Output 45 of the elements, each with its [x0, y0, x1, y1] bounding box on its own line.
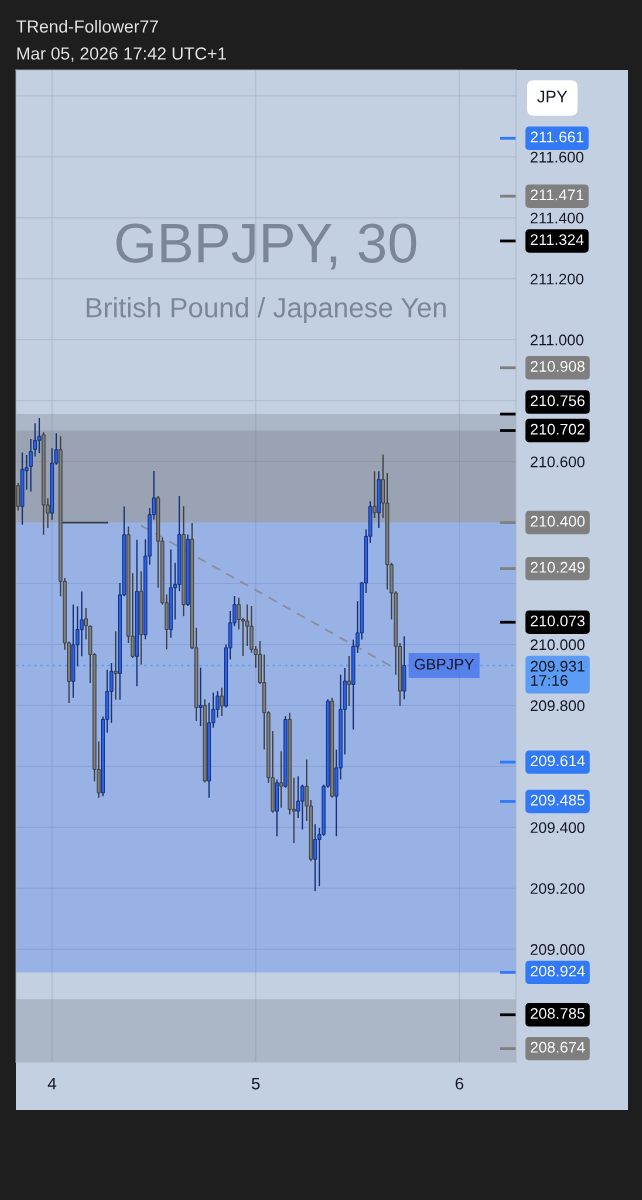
ref-line-label: 209.485 [530, 794, 585, 806]
ref-line-label: 209.614 [530, 755, 585, 767]
y-tick-label: 211.400 [530, 212, 584, 224]
candlestick [16, 482, 21, 512]
y-tick-label: 209.200 [530, 883, 585, 894]
text: British Pound / Japanese Yen [86, 297, 446, 324]
x-tick-label: 4 [47, 1077, 57, 1090]
ref-line-label: 210.702 [530, 423, 585, 435]
y-tick-label: 211.200 [530, 273, 584, 285]
y-tick-label: 209.800 [530, 700, 585, 712]
series-label: GBPJPY [414, 658, 474, 670]
ref-line-label: 210.073 [530, 615, 585, 627]
ref-line-label: 211.324 [530, 234, 584, 246]
x-tick-label: 6 [455, 1077, 464, 1090]
text: TRend-Follower77 [16, 19, 158, 33]
y-tick-label: 210.600 [530, 456, 585, 468]
candlestick [279, 750, 284, 809]
y-tick-label: 211.600 [530, 151, 584, 163]
text: GBPJPY, 30 [116, 223, 417, 270]
ref-line-label: 209.931 17:16 [530, 660, 585, 686]
ref-line-label: 210.908 [530, 361, 585, 372]
ref-line-label: 211.471 [530, 189, 584, 201]
x-tick-label: 5 [251, 1077, 260, 1090]
candlestick [313, 823, 318, 892]
candlestick [347, 655, 352, 707]
candlestick [37, 417, 42, 454]
ref-line-label: 208.785 [530, 1008, 585, 1019]
candlestick [198, 666, 203, 727]
candlestick [113, 630, 118, 701]
candlestick [219, 687, 224, 717]
candlestick [372, 470, 377, 519]
y-tick-label: 211.000 [530, 334, 584, 346]
candlestick [296, 775, 301, 819]
candlestick [79, 590, 84, 658]
y-tick-label: 209.400 [530, 822, 585, 834]
y-tick-label: 210.000 [530, 639, 585, 651]
ref-line-label: 210.756 [530, 395, 585, 407]
ref-line-label: 208.674 [530, 1041, 585, 1053]
y-axis-title: JPY [537, 90, 568, 103]
ref-line-label: 208.924 [530, 965, 585, 977]
ref-line-label: 210.400 [530, 515, 585, 527]
ref-line-label: 211.661 [530, 131, 584, 143]
text: Mar 05, 2026 17:42 UTC+1 [17, 47, 227, 62]
y-tick-label: 209.000 [530, 944, 585, 955]
ref-line-label: 210.249 [530, 561, 585, 573]
